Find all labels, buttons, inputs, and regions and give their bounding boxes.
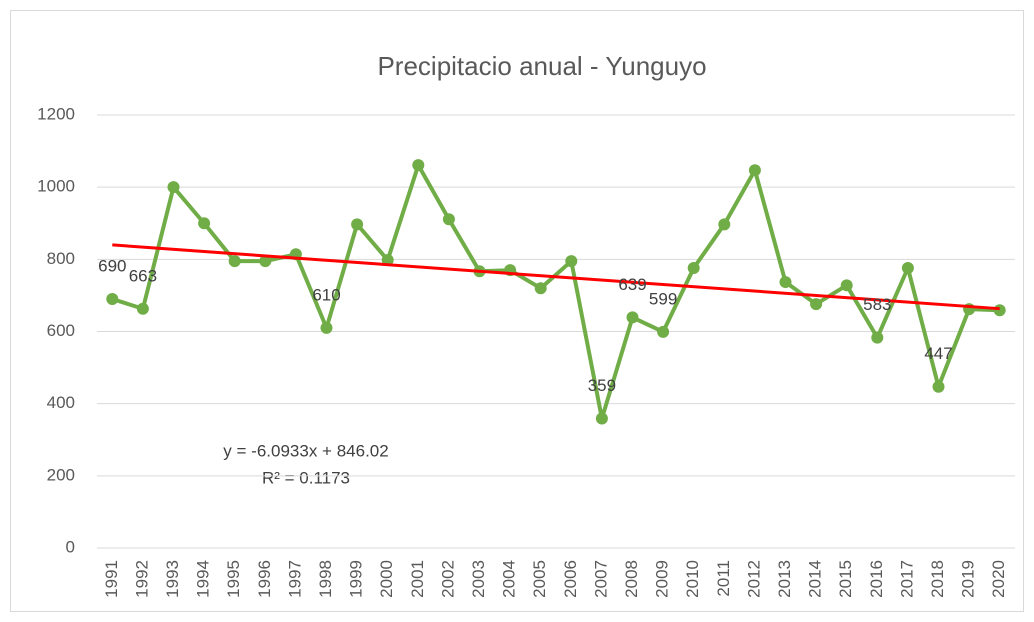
x-tick-label: 1996 — [255, 560, 274, 598]
data-point — [840, 279, 853, 292]
data-label: 639 — [618, 275, 646, 294]
chart-title: Precipitacio anual - Yunguyo — [377, 51, 706, 81]
data-point — [320, 321, 333, 334]
data-point — [626, 311, 639, 324]
data-point — [167, 181, 180, 194]
data-point — [932, 380, 945, 393]
y-tick-label: 1000 — [37, 177, 75, 196]
x-tick-label: 2001 — [408, 560, 427, 598]
data-point — [565, 255, 578, 268]
data-point — [412, 159, 425, 172]
x-tick-label: 2005 — [530, 560, 549, 598]
x-tick-label: 2003 — [469, 560, 488, 598]
y-tick-label: 200 — [47, 465, 75, 484]
data-point — [442, 213, 455, 226]
x-tick-label: 2010 — [683, 560, 702, 598]
x-tick-label: 2009 — [653, 560, 672, 598]
data-label: 599 — [649, 289, 677, 308]
x-tick-label: 2004 — [500, 560, 519, 598]
data-label: 690 — [98, 257, 126, 276]
x-tick-label: 2012 — [744, 560, 763, 598]
x-tick-label: 1997 — [285, 560, 304, 598]
x-tick-label: 2007 — [591, 560, 610, 598]
x-tick-label: 2014 — [806, 560, 825, 598]
data-label: 610 — [312, 285, 340, 304]
data-point — [810, 298, 823, 311]
data-point — [748, 164, 761, 177]
x-tick-label: 1995 — [224, 560, 243, 598]
chart-border — [10, 10, 1024, 612]
data-point — [657, 325, 670, 338]
x-tick-label: 2011 — [714, 560, 733, 597]
x-tick-label: 1993 — [163, 560, 182, 598]
data-point — [871, 331, 884, 344]
data-label: 359 — [588, 376, 616, 395]
trend-r2: R² = 0.1173 — [262, 468, 350, 487]
x-tick-label: 1998 — [316, 560, 335, 598]
x-tick-label: 1999 — [347, 560, 366, 598]
data-point — [534, 282, 547, 295]
x-tick-label: 2020 — [989, 560, 1008, 598]
x-tick-label: 2000 — [377, 560, 396, 598]
x-tick-label: 2019 — [959, 560, 978, 598]
y-tick-label: 1200 — [37, 104, 75, 123]
data-point — [901, 261, 914, 274]
data-point — [259, 255, 272, 268]
data-point — [595, 412, 608, 425]
x-tick-label: 2013 — [775, 560, 794, 598]
y-tick-label: 0 — [66, 537, 75, 556]
x-tick-label: 2008 — [622, 560, 641, 598]
x-tick-label: 1991 — [102, 560, 121, 598]
x-tick-label: 2018 — [928, 560, 947, 598]
x-tick-label: 2006 — [561, 560, 580, 598]
x-tick-label: 2016 — [867, 560, 886, 598]
data-label: 447 — [924, 344, 952, 363]
y-tick-label: 800 — [47, 249, 75, 268]
data-label: 663 — [129, 266, 157, 285]
x-tick-label: 2002 — [438, 560, 457, 598]
y-tick-label: 600 — [47, 321, 75, 340]
trendline — [112, 243, 1000, 311]
data-point — [687, 261, 700, 274]
data-point — [136, 302, 149, 315]
data-point — [779, 276, 792, 289]
y-tick-label: 400 — [47, 393, 75, 412]
data-point — [993, 304, 1006, 317]
data-point — [198, 217, 211, 230]
data-point — [351, 218, 364, 231]
x-tick-label: 2015 — [836, 560, 855, 598]
data-label: 583 — [863, 295, 891, 314]
data-point — [106, 293, 119, 306]
data-point — [228, 255, 241, 268]
x-tick-label: 1994 — [194, 560, 213, 598]
x-tick-label: 1992 — [132, 560, 151, 598]
data-point — [718, 218, 731, 231]
trend-equation: y = -6.0933x + 846.02 — [223, 441, 388, 460]
x-tick-label: 2017 — [897, 560, 916, 598]
